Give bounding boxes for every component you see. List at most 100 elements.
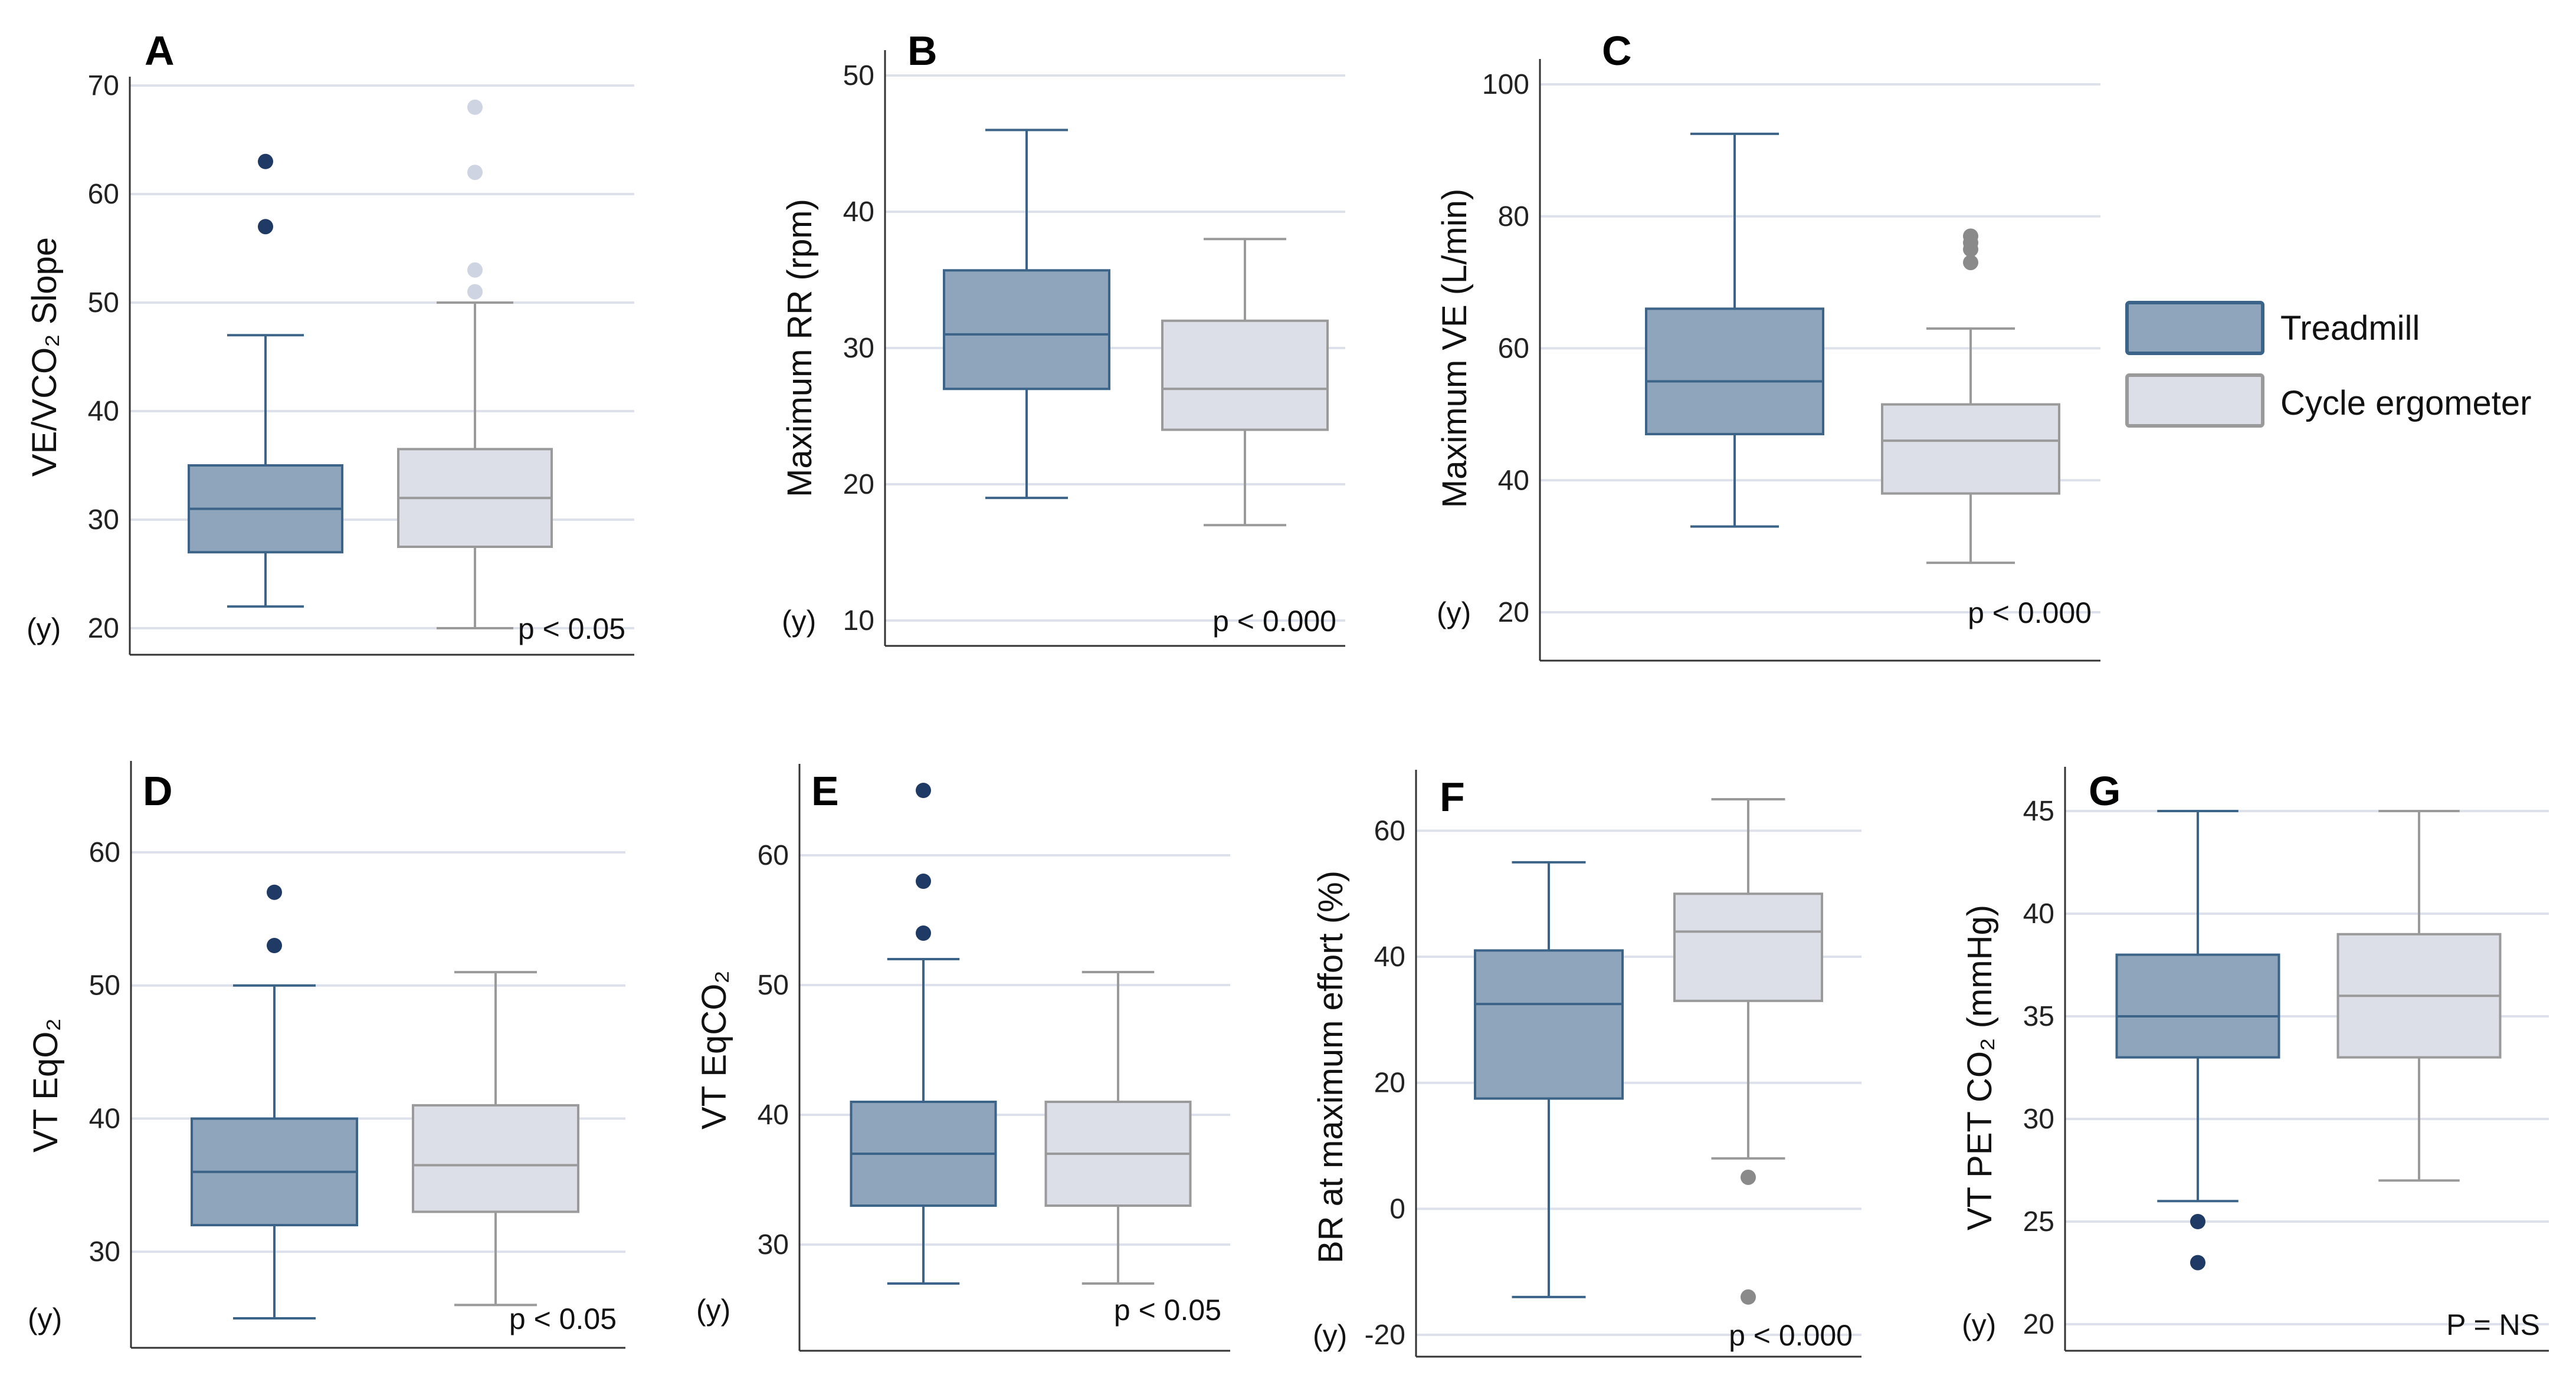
y-tick-label: 20 xyxy=(1498,597,1529,628)
panel-label: D xyxy=(143,768,173,814)
y-tick-label: 40 xyxy=(88,396,119,427)
y-tick-label: 20 xyxy=(1374,1068,1405,1099)
legend-swatch-cycle-ergometer xyxy=(2125,373,2264,428)
y-tag: (y) xyxy=(27,612,61,645)
box-treadmill xyxy=(1474,861,1624,1298)
y-tick-label: 40 xyxy=(89,1103,120,1134)
p-value: p < 0.000 xyxy=(1968,596,2092,629)
outlier-point xyxy=(467,262,483,278)
box-iqr xyxy=(1161,319,1329,431)
legend-label-cycle-ergometer: Cycle ergometer xyxy=(2280,384,2531,422)
legend: Treadmill Cycle ergometer xyxy=(2125,301,2531,428)
y-tick-label: 45 xyxy=(2023,796,2054,827)
y-tick-label: 30 xyxy=(89,1236,120,1268)
panel-d: 30 40 50 60 D (y) p < 0.05 VT EqO₂ xyxy=(27,761,625,1349)
box-cycle-ergometer xyxy=(397,99,553,629)
y-tick-label: 60 xyxy=(758,840,789,871)
legend-label-treadmill: Treadmill xyxy=(2280,309,2420,347)
y-axis-label: VT EqCO₂ xyxy=(695,970,733,1130)
outlier-point xyxy=(267,938,282,953)
y-axis-label: Maximum VE (L/min) xyxy=(1436,189,1474,508)
y-axis-label: Maximum RR (rpm) xyxy=(781,199,819,497)
outlier-point xyxy=(258,153,273,169)
y-tick-label: 50 xyxy=(843,60,874,91)
box-iqr xyxy=(1474,949,1624,1100)
panel-label: G xyxy=(2089,768,2121,814)
y-tick-label: 50 xyxy=(758,970,789,1001)
y-tick-label: 20 xyxy=(2023,1309,2054,1340)
y-tick-label: -20 xyxy=(1365,1319,1405,1351)
y-tick-label: 20 xyxy=(843,469,874,500)
box-iqr xyxy=(1673,892,1823,1002)
box-cycle-ergometer xyxy=(1161,238,1329,527)
box-treadmill xyxy=(943,129,1110,500)
outlier-point xyxy=(916,874,931,889)
y-tick-label: 25 xyxy=(2023,1206,2054,1238)
y-tick-label: 30 xyxy=(758,1229,789,1261)
p-value: p < 0.000 xyxy=(1729,1319,1853,1352)
y-tick-label: 60 xyxy=(1374,815,1405,846)
y-tick-label: 30 xyxy=(843,333,874,364)
y-tick-label: 50 xyxy=(89,970,120,1002)
panel-label: C xyxy=(1602,28,1632,74)
y-tick-label: 40 xyxy=(1498,465,1529,496)
y-tag: (y) xyxy=(782,605,816,638)
box-cycle-ergometer xyxy=(1881,228,2060,564)
p-value: p < 0.05 xyxy=(509,1302,617,1335)
panel-g: 20 25 30 35 40 45 G (y) P = NS VT PET CO₂ (mmHg) xyxy=(1961,767,2549,1352)
box-iqr xyxy=(943,269,1110,390)
p-value: p < 0.05 xyxy=(1114,1294,1221,1327)
box-iqr xyxy=(412,1104,579,1213)
y-tick-label: 100 xyxy=(1482,69,1529,100)
outlier-point xyxy=(2190,1214,2205,1229)
panel-label: A xyxy=(145,28,175,74)
y-axis-label: BR at maximum effort (%) xyxy=(1312,871,1350,1263)
box-treadmill xyxy=(191,884,358,1319)
box-treadmill xyxy=(2115,810,2280,1271)
y-tick-label: 80 xyxy=(1498,201,1529,232)
panel-label: F xyxy=(1440,774,1465,820)
outlier-point xyxy=(467,284,483,300)
y-axis-label: VT PET CO₂ (mmHg) xyxy=(1961,905,1999,1230)
y-tick-label: 40 xyxy=(843,196,874,228)
box-cycle-ergometer xyxy=(1044,971,1192,1285)
panel-a: 20 30 40 50 60 70 A (y) p < 0.05 VE/VCO₂ Slope xyxy=(25,28,634,656)
y-tick-label: 40 xyxy=(2023,898,2054,930)
p-value: p < 0.000 xyxy=(1212,605,1336,638)
y-tick-label: 30 xyxy=(88,504,119,536)
box-iqr xyxy=(2115,953,2280,1059)
p-value: P = NS xyxy=(2446,1308,2540,1341)
outlier-point xyxy=(258,219,273,235)
box-cycle-ergometer xyxy=(1673,798,1823,1305)
box-cycle-ergometer xyxy=(2336,810,2502,1182)
box-treadmill xyxy=(850,783,997,1285)
y-tick-label: 60 xyxy=(89,837,120,868)
outlier-point xyxy=(1741,1169,1756,1185)
outlier-point xyxy=(1963,255,1978,271)
y-tag: (y) xyxy=(696,1294,730,1327)
y-axis-label: VT EqO₂ xyxy=(27,1018,65,1153)
panel-label: B xyxy=(907,28,938,74)
outlier-point xyxy=(1741,1289,1756,1305)
y-tick-label: 70 xyxy=(88,70,119,101)
y-tick-label: 40 xyxy=(758,1099,789,1131)
p-value: p < 0.05 xyxy=(518,612,625,645)
y-tick-label: 60 xyxy=(88,179,119,210)
box-treadmill xyxy=(188,153,343,608)
y-tick-label: 0 xyxy=(1389,1193,1405,1225)
outlier-point xyxy=(267,884,282,900)
y-tick-label: 35 xyxy=(2023,1001,2054,1032)
panel-b: 10 20 30 40 50 B (y) p < 0.000 Maximum RR (rpm) xyxy=(781,28,1345,647)
panel-f: -20 0 20 40 60 F (y) p < 0.000 BR at maximum eff… xyxy=(1312,770,1861,1358)
outlier-point xyxy=(467,165,483,180)
y-tick-label: 40 xyxy=(1374,941,1405,973)
outlier-point xyxy=(916,925,931,941)
y-tick-label: 20 xyxy=(88,613,119,644)
y-tag: (y) xyxy=(1962,1308,1996,1341)
outlier-point xyxy=(916,783,931,798)
outlier-point xyxy=(1963,228,1978,244)
y-tag: (y) xyxy=(1437,596,1471,629)
y-tag: (y) xyxy=(28,1302,62,1335)
y-tick-label: 60 xyxy=(1498,333,1529,365)
